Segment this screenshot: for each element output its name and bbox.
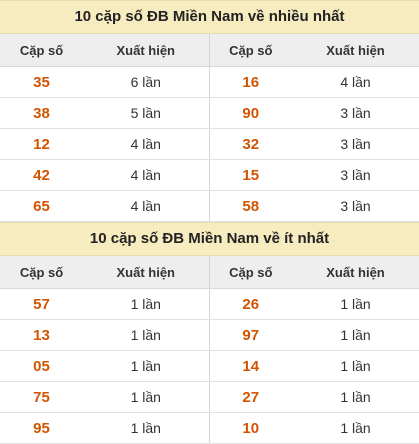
pair-number: 95 <box>0 412 83 444</box>
header-row: Cặp số Xuất hiện Cặp số Xuất hiện <box>0 34 419 67</box>
pair-count: 4 lần <box>83 128 210 160</box>
table-row: 95 1 lần 10 1 lần <box>0 412 419 444</box>
pair-count: 1 lần <box>83 412 210 444</box>
col-header-pair: Cặp số <box>209 256 292 289</box>
col-header-pair: Cặp số <box>0 256 83 289</box>
pair-count: 1 lần <box>83 381 210 413</box>
table-row: 75 1 lần 27 1 lần <box>0 381 419 413</box>
pair-number: 26 <box>209 288 292 320</box>
pair-number: 42 <box>0 159 83 191</box>
pair-count: 4 lần <box>83 190 210 222</box>
pair-number: 38 <box>0 97 83 129</box>
pair-count: 3 lần <box>292 190 419 222</box>
pair-count: 6 lần <box>83 66 210 98</box>
pair-count: 3 lần <box>292 159 419 191</box>
table-row: 42 4 lần 15 3 lần <box>0 159 419 191</box>
pair-number: 10 <box>209 412 292 444</box>
section-title-most: 10 cặp số ĐB Miền Nam về nhiều nhất <box>0 0 419 34</box>
pair-count: 1 lần <box>83 319 210 351</box>
header-row: Cặp số Xuất hiện Cặp số Xuất hiện <box>0 256 419 289</box>
table-row: 13 1 lần 97 1 lần <box>0 319 419 351</box>
pair-count: 4 lần <box>83 159 210 191</box>
pair-count: 4 lần <box>292 66 419 98</box>
pair-number: 16 <box>209 66 292 98</box>
pair-count: 1 lần <box>292 412 419 444</box>
pair-count: 1 lần <box>292 381 419 413</box>
col-header-count: Xuất hiện <box>292 256 419 289</box>
pair-number: 14 <box>209 350 292 382</box>
pair-number: 90 <box>209 97 292 129</box>
pair-number: 12 <box>0 128 83 160</box>
table-row: 65 4 lần 58 3 lần <box>0 190 419 222</box>
pair-count: 1 lần <box>292 288 419 320</box>
pair-count: 1 lần <box>83 350 210 382</box>
col-header-count: Xuất hiện <box>83 256 210 289</box>
pair-count: 5 lần <box>83 97 210 129</box>
pair-number: 32 <box>209 128 292 160</box>
pair-count: 1 lần <box>292 350 419 382</box>
section-title-least: 10 cặp số ĐB Miền Nam về ít nhất <box>0 222 419 256</box>
pair-number: 15 <box>209 159 292 191</box>
pair-number: 97 <box>209 319 292 351</box>
pair-number: 05 <box>0 350 83 382</box>
pair-count: 3 lần <box>292 128 419 160</box>
table-least: Cặp số Xuất hiện Cặp số Xuất hiện 57 1 l… <box>0 256 419 444</box>
pair-number: 57 <box>0 288 83 320</box>
col-header-pair: Cặp số <box>0 34 83 67</box>
pair-number: 75 <box>0 381 83 413</box>
table-row: 12 4 lần 32 3 lần <box>0 128 419 160</box>
pair-count: 1 lần <box>83 288 210 320</box>
table-row: 05 1 lần 14 1 lần <box>0 350 419 382</box>
pair-number: 13 <box>0 319 83 351</box>
table-row: 35 6 lần 16 4 lần <box>0 66 419 98</box>
col-header-count: Xuất hiện <box>83 34 210 67</box>
pair-number: 27 <box>209 381 292 413</box>
pair-count: 3 lần <box>292 97 419 129</box>
table-most: Cặp số Xuất hiện Cặp số Xuất hiện 35 6 l… <box>0 34 419 222</box>
col-header-pair: Cặp số <box>209 34 292 67</box>
pair-count: 1 lần <box>292 319 419 351</box>
table-row: 38 5 lần 90 3 lần <box>0 97 419 129</box>
pair-number: 35 <box>0 66 83 98</box>
pair-number: 58 <box>209 190 292 222</box>
pair-number: 65 <box>0 190 83 222</box>
col-header-count: Xuất hiện <box>292 34 419 67</box>
table-row: 57 1 lần 26 1 lần <box>0 288 419 320</box>
